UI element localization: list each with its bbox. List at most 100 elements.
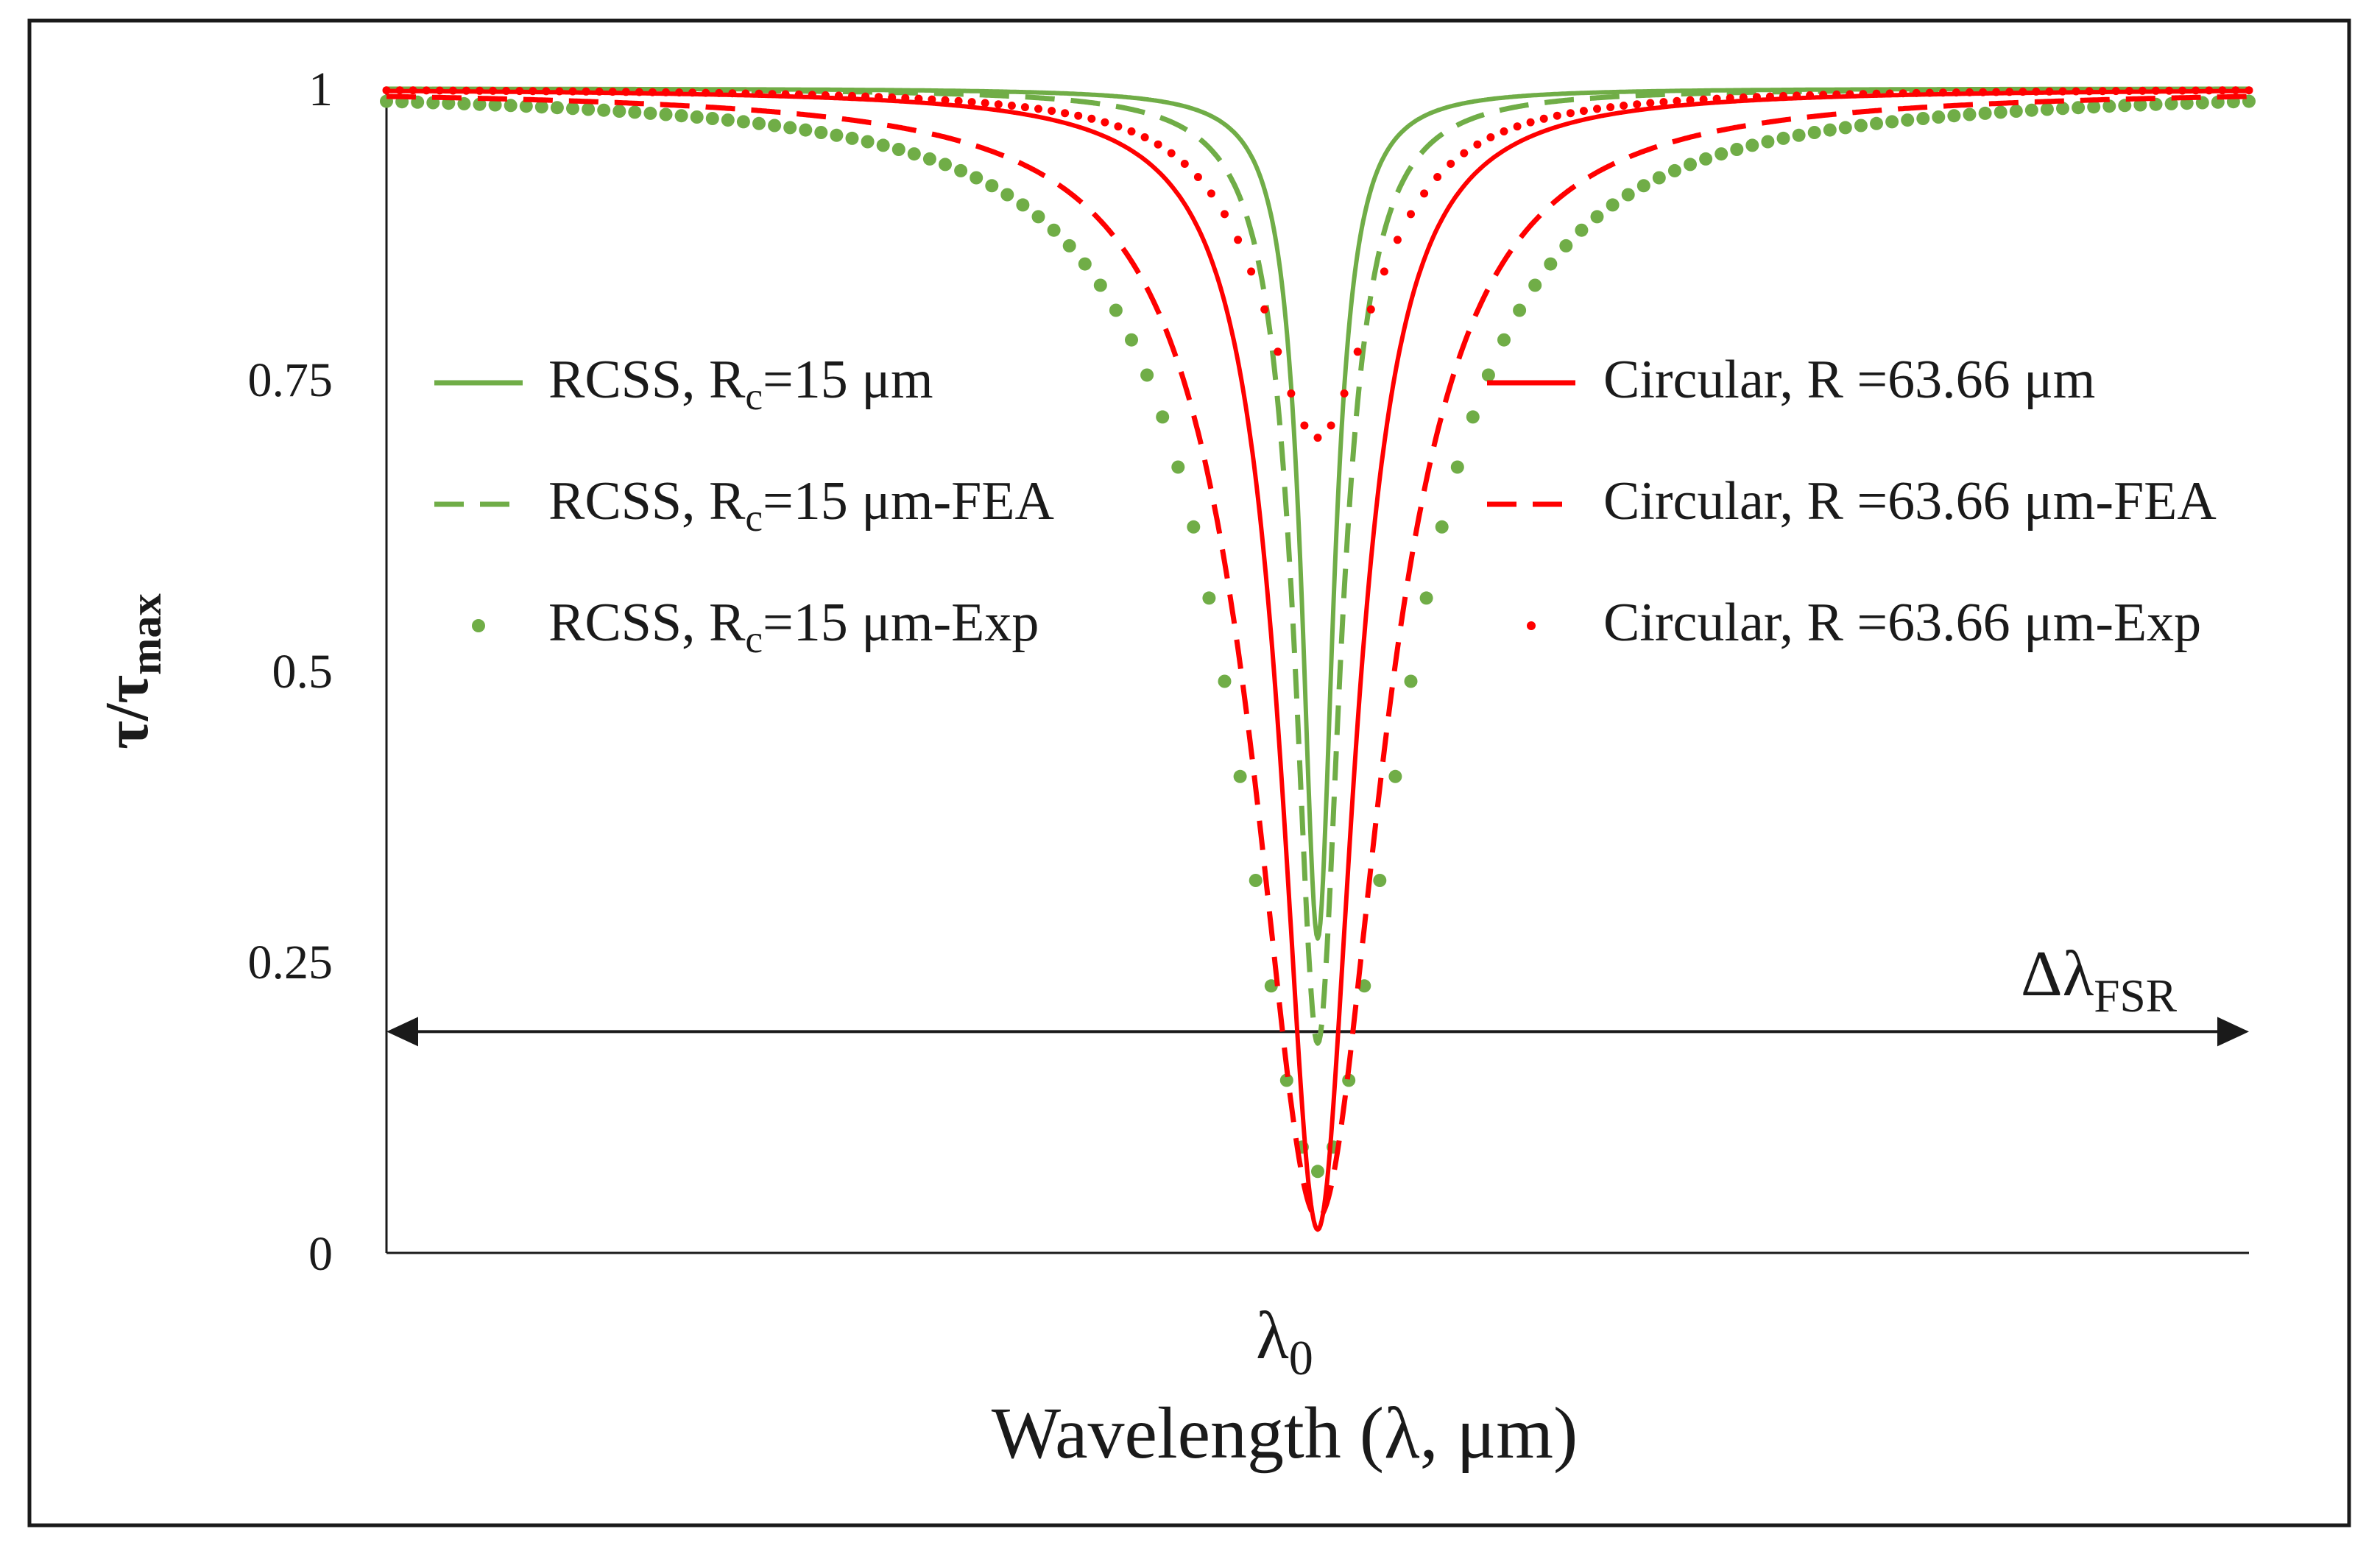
data-point-circ_exp <box>675 88 684 97</box>
data-point-rcss_exp <box>566 102 579 116</box>
data-point-rcss_exp <box>939 158 952 172</box>
data-point-circ_exp <box>1819 91 1828 99</box>
data-point-circ_exp <box>875 93 883 102</box>
data-point-circ_exp <box>1500 127 1508 135</box>
data-point-circ_exp <box>1074 111 1083 120</box>
data-point-circ_exp <box>1899 89 1907 98</box>
data-point-circ_exp <box>1327 421 1335 430</box>
data-point-circ_exp <box>2178 86 2187 95</box>
data-point-circ_exp <box>2192 86 2200 95</box>
data-point-rcss_exp <box>1062 239 1076 252</box>
y-tick-label: 0.75 <box>248 353 333 407</box>
data-point-rcss_exp <box>690 110 704 124</box>
data-point-circ_exp <box>1180 160 1189 168</box>
data-point-rcss_exp <box>612 105 626 118</box>
data-point-rcss_exp <box>1963 107 1977 121</box>
data-point-rcss_exp <box>1699 152 1713 166</box>
data-point-circ_exp <box>1686 96 1695 105</box>
data-point-rcss_exp <box>1388 769 1402 783</box>
data-point-circ_exp <box>1739 93 1748 102</box>
data-point-rcss_exp <box>1264 979 1278 993</box>
data-point-circ_exp <box>1420 189 1429 198</box>
data-point-circ_exp <box>648 88 657 96</box>
data-point-rcss_exp <box>891 143 905 156</box>
data-point-circ_exp <box>1007 102 1016 110</box>
data-point-circ_exp <box>1433 173 1442 181</box>
legend-label-circular-exp: Circular, R =63.66 μm-Exp <box>1603 593 2201 653</box>
data-point-circ_exp <box>621 88 630 96</box>
data-point-rcss_exp <box>2102 99 2116 113</box>
data-point-circ_exp <box>1167 149 1176 158</box>
data-point-rcss_exp <box>1901 113 1915 127</box>
data-point-circ_exp <box>1699 95 1708 104</box>
data-point-circ_exp <box>1513 122 1522 131</box>
data-point-rcss_exp <box>1947 109 1961 123</box>
data-point-rcss_exp <box>1450 460 1464 474</box>
data-point-rcss_exp <box>1156 410 1170 424</box>
data-point-rcss_exp <box>1575 223 1589 237</box>
data-point-circ_exp <box>848 91 856 100</box>
series-line-rcss_fea <box>385 86 2250 1046</box>
data-point-rcss_exp <box>721 113 735 127</box>
data-point-rcss_exp <box>907 147 921 161</box>
data-point-rcss_exp <box>519 99 533 113</box>
data-point-rcss_exp <box>1590 210 1604 224</box>
x-center-label: λ0 <box>1256 1298 1313 1385</box>
data-point-rcss_exp <box>1218 674 1232 688</box>
data-point-circ_exp <box>715 88 724 97</box>
data-point-circ_exp <box>1313 434 1322 442</box>
data-point-rcss_exp <box>830 128 844 142</box>
data-point-rcss_exp <box>1730 143 1744 156</box>
y-tick-label: 0.25 <box>248 936 333 989</box>
data-point-rcss_exp <box>814 126 828 139</box>
legend-label-rcss-fea: RCSS, Rc=15 μm-FEA <box>548 471 1054 540</box>
data-point-rcss_exp <box>1544 257 1558 271</box>
data-point-circ_exp <box>435 86 444 95</box>
data-point-rcss_exp <box>1823 123 1837 137</box>
data-point-circ_exp <box>1154 140 1162 149</box>
series-circ <box>385 88 2250 1232</box>
data-point-rcss_exp <box>1885 115 1899 129</box>
data-point-circ_exp <box>1300 421 1309 430</box>
y-axis-title: τ/τmax <box>93 593 171 749</box>
data-point-circ_exp <box>755 89 763 98</box>
data-point-rcss_exp <box>597 103 611 117</box>
data-point-circ_exp <box>2125 87 2133 95</box>
data-point-circ_exp <box>1593 105 1601 113</box>
data-point-rcss_exp <box>1279 1073 1293 1087</box>
data-point-circ_exp <box>1966 88 1974 96</box>
data-point-circ_exp <box>1526 118 1535 127</box>
data-point-rcss_exp <box>643 106 657 120</box>
data-point-circ_exp <box>688 88 697 97</box>
data-point-circ_exp <box>2245 86 2253 95</box>
data-point-circ_exp <box>422 86 431 95</box>
data-point-rcss_exp <box>534 100 548 114</box>
data-point-rcss_exp <box>1357 979 1371 993</box>
y-tick-label: 0 <box>308 1227 333 1281</box>
legend-swatch-rcss-exp <box>472 619 485 632</box>
data-point-circ_exp <box>1912 88 1921 97</box>
data-point-circ_exp <box>1287 389 1296 398</box>
data-point-circ_exp <box>542 87 551 96</box>
data-point-rcss_exp <box>1140 368 1154 382</box>
data-point-rcss_exp <box>1870 116 1883 130</box>
data-point-rcss_exp <box>1249 874 1263 887</box>
data-point-rcss_exp <box>1606 198 1620 212</box>
data-point-rcss_exp <box>1000 188 1014 202</box>
data-point-circ_exp <box>1473 140 1482 149</box>
data-point-circ_exp <box>1020 103 1029 112</box>
legend-label-rcss-exp: RCSS, Rc=15 μm-Exp <box>548 593 1039 661</box>
series-rcss_exp <box>380 94 2256 1179</box>
data-point-circ_exp <box>1221 210 1229 219</box>
data-point-rcss_exp <box>2009 105 2023 118</box>
data-point-rcss_exp <box>1916 112 1930 125</box>
data-point-rcss_exp <box>1684 158 1697 172</box>
data-point-circ_exp <box>994 100 1003 109</box>
data-point-circ_exp <box>1885 89 1894 98</box>
data-point-rcss_exp <box>1497 333 1511 347</box>
data-point-rcss_exp <box>1513 303 1527 317</box>
data-point-circ_exp <box>2165 86 2174 95</box>
data-point-rcss_exp <box>1854 119 1868 133</box>
data-point-circ_exp <box>914 94 923 103</box>
data-point-rcss_exp <box>1435 520 1449 534</box>
